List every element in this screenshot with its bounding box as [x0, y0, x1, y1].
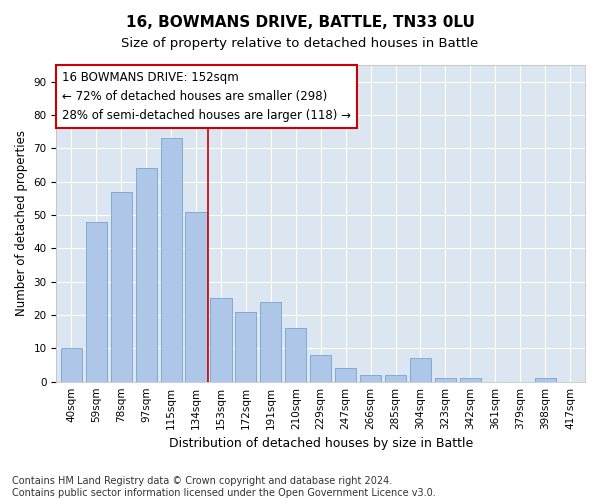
Bar: [211, 298, 232, 382]
Bar: [61, 348, 82, 382]
Text: Contains HM Land Registry data © Crown copyright and database right 2024.
Contai: Contains HM Land Registry data © Crown c…: [12, 476, 436, 498]
Bar: [385, 375, 406, 382]
X-axis label: Distribution of detached houses by size in Battle: Distribution of detached houses by size …: [169, 437, 473, 450]
Bar: [260, 302, 281, 382]
Bar: [335, 368, 356, 382]
Text: 16, BOWMANS DRIVE, BATTLE, TN33 0LU: 16, BOWMANS DRIVE, BATTLE, TN33 0LU: [125, 15, 475, 30]
Text: Size of property relative to detached houses in Battle: Size of property relative to detached ho…: [121, 38, 479, 51]
Bar: [235, 312, 256, 382]
Y-axis label: Number of detached properties: Number of detached properties: [15, 130, 28, 316]
Bar: [360, 375, 381, 382]
Bar: [460, 378, 481, 382]
Bar: [285, 328, 307, 382]
Bar: [410, 358, 431, 382]
Bar: [535, 378, 556, 382]
Bar: [185, 212, 206, 382]
Bar: [310, 355, 331, 382]
Text: 16 BOWMANS DRIVE: 152sqm
← 72% of detached houses are smaller (298)
28% of semi-: 16 BOWMANS DRIVE: 152sqm ← 72% of detach…: [62, 72, 350, 122]
Bar: [110, 192, 132, 382]
Bar: [161, 138, 182, 382]
Bar: [136, 168, 157, 382]
Bar: [435, 378, 456, 382]
Bar: [86, 222, 107, 382]
